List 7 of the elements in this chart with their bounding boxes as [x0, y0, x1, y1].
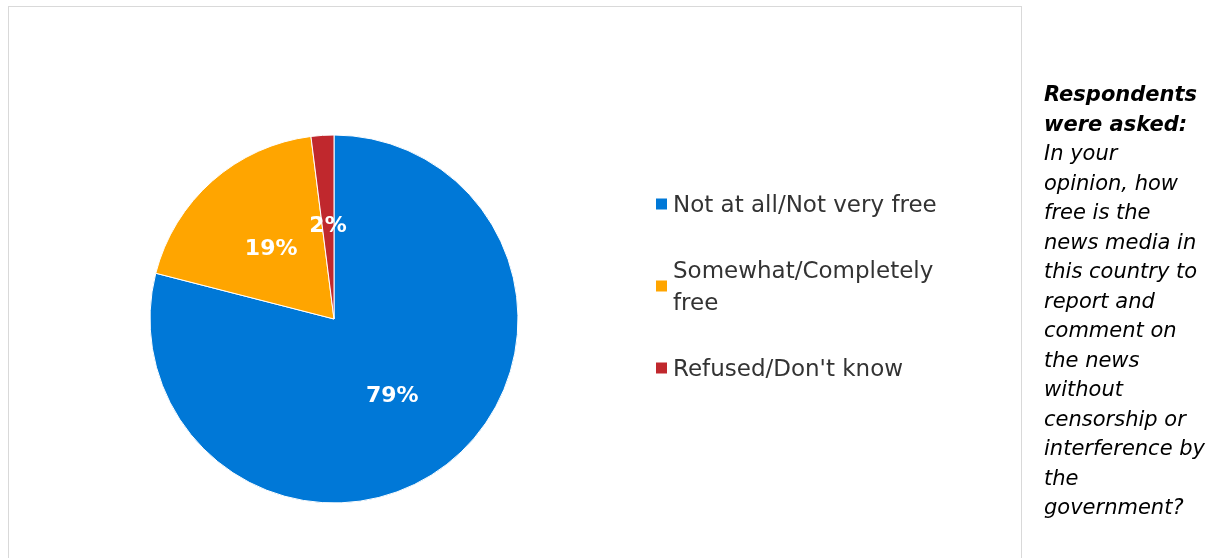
legend-label: Refused/Don't know — [673, 355, 904, 381]
data-label: 79% — [365, 381, 419, 407]
legend-label: Not at all/Not very free — [673, 191, 937, 217]
text: Respondents were asked: — [1044, 81, 1199, 138]
data-label: 19% — [244, 235, 298, 261]
text: In your opinion, how free is the news media in this country to report and comment on the news without censorship or interference by the government? — [1044, 141, 1206, 519]
legend-label: Somewhat/Completely free — [673, 257, 941, 315]
